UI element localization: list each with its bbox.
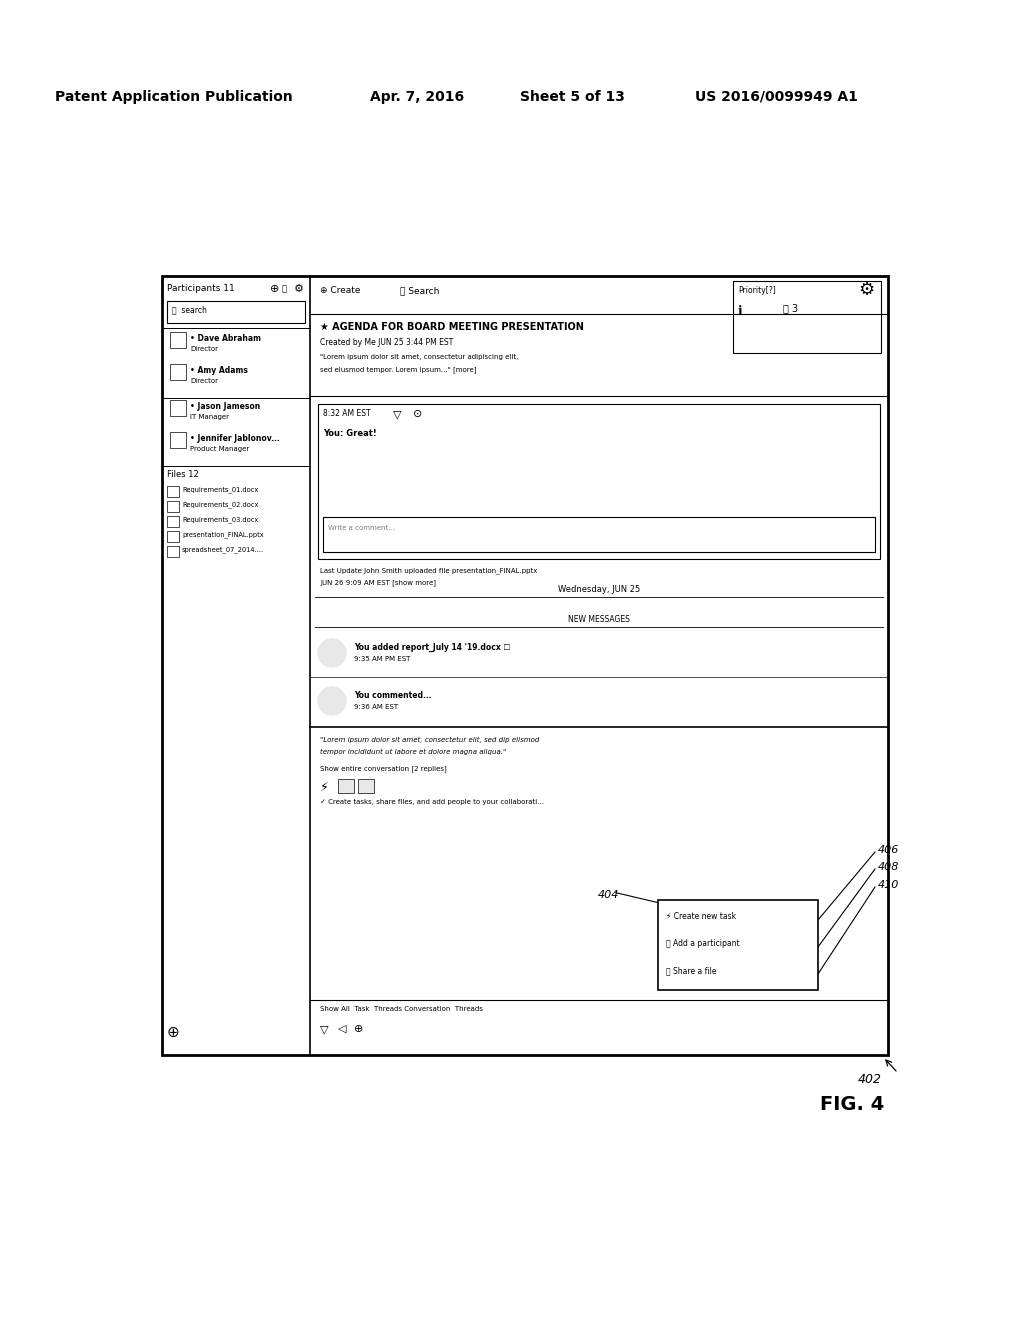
Text: "Lorem ipsum dolor sit amet, consectetur elit, sed dip elismod: "Lorem ipsum dolor sit amet, consectetur… (319, 737, 540, 743)
Text: Requirements_03.docx: Requirements_03.docx (182, 516, 258, 523)
Text: 🔍 Search: 🔍 Search (400, 286, 439, 294)
Text: • Amy Adams: • Amy Adams (190, 366, 248, 375)
Bar (318, 404, 880, 558)
Text: 402: 402 (858, 1073, 882, 1086)
Bar (167, 546, 179, 557)
Bar (338, 779, 354, 793)
Text: Created by Me JUN 25 3:44 PM EST: Created by Me JUN 25 3:44 PM EST (319, 338, 454, 347)
Text: FIG. 4: FIG. 4 (820, 1096, 885, 1114)
Text: ⊙: ⊙ (413, 409, 422, 418)
Text: Sheet 5 of 13: Sheet 5 of 13 (520, 90, 625, 104)
Text: 👤 Add a participant: 👤 Add a participant (666, 939, 739, 948)
Text: • Jason Jameson: • Jason Jameson (190, 403, 260, 411)
Bar (170, 400, 186, 416)
Text: presentation_FINAL.pptx: presentation_FINAL.pptx (182, 531, 263, 537)
Text: Product Manager: Product Manager (190, 446, 249, 451)
Text: Wednesday, JUN 25: Wednesday, JUN 25 (558, 585, 640, 594)
Text: You added report_July 14 '19.docx ☐: You added report_July 14 '19.docx ☐ (354, 643, 510, 652)
Text: JUN 26 9:09 AM EST [show more]: JUN 26 9:09 AM EST [show more] (319, 579, 436, 586)
Bar (658, 900, 818, 990)
Text: You commented...: You commented... (354, 690, 432, 700)
Text: ▽: ▽ (319, 1024, 329, 1034)
Text: ⊕: ⊕ (354, 1024, 364, 1034)
Text: 🔒: 🔒 (282, 284, 287, 293)
Text: • Dave Abraham: • Dave Abraham (190, 334, 261, 343)
Text: Priority[?]: Priority[?] (738, 286, 776, 294)
Text: Show entire conversation [2 replies]: Show entire conversation [2 replies] (319, 766, 446, 772)
Text: sed elusmod tempor. Lorem ipsum..." [more]: sed elusmod tempor. Lorem ipsum..." [mor… (319, 366, 476, 372)
Text: 404: 404 (598, 890, 620, 900)
Text: 9:35 AM PM EST: 9:35 AM PM EST (354, 656, 411, 663)
Text: 406: 406 (878, 845, 899, 855)
Text: 8:32 AM EST: 8:32 AM EST (323, 409, 371, 418)
Bar (167, 516, 179, 527)
Bar (170, 432, 186, 447)
Text: Requirements_02.docx: Requirements_02.docx (182, 502, 258, 508)
Circle shape (318, 686, 346, 715)
Text: Write a comment...: Write a comment... (328, 525, 395, 531)
Text: ★ AGENDA FOR BOARD MEETING PRESENTATION: ★ AGENDA FOR BOARD MEETING PRESENTATION (319, 322, 584, 333)
Text: Patent Application Publication: Patent Application Publication (55, 90, 293, 104)
Bar (167, 301, 305, 323)
Text: ◁: ◁ (338, 1024, 346, 1034)
Text: Last Update John Smith uploaded file presentation_FINAL.pptx: Last Update John Smith uploaded file pre… (319, 568, 538, 574)
Text: IT Manager: IT Manager (190, 414, 229, 420)
Text: ⚡: ⚡ (319, 781, 329, 795)
Text: "Lorem ipsum dolor sit amet, consectetur adipiscing elit,: "Lorem ipsum dolor sit amet, consectetur… (319, 354, 518, 360)
Text: ℹ: ℹ (738, 305, 742, 318)
Text: • Jennifer Jablonov...: • Jennifer Jablonov... (190, 434, 280, 444)
Bar (170, 364, 186, 380)
Bar (358, 779, 374, 793)
Bar (162, 276, 888, 1055)
Text: ⚡ Create new task: ⚡ Create new task (666, 912, 736, 921)
Text: 410: 410 (878, 880, 899, 890)
Bar (323, 517, 874, 552)
Text: ▽: ▽ (393, 409, 401, 418)
Bar (170, 333, 186, 348)
Bar (167, 486, 179, 498)
Text: 9:36 AM EST: 9:36 AM EST (354, 704, 398, 710)
Bar (167, 531, 179, 543)
Bar (733, 281, 881, 352)
Text: Show All  Task  Threads Conversation  Threads: Show All Task Threads Conversation Threa… (319, 1006, 483, 1012)
Text: Requirements_01.docx: Requirements_01.docx (182, 486, 258, 492)
Text: Director: Director (190, 378, 218, 384)
Text: Apr. 7, 2016: Apr. 7, 2016 (370, 90, 464, 104)
Text: You: Great!: You: Great! (323, 429, 377, 438)
Text: US 2016/0099949 A1: US 2016/0099949 A1 (695, 90, 858, 104)
Text: spreadsheet_07_2014....: spreadsheet_07_2014.... (182, 546, 264, 553)
Text: 408: 408 (878, 862, 899, 873)
Text: Files 12: Files 12 (167, 470, 199, 479)
Text: tempor incididunt ut labore et dolore magna aliqua.": tempor incididunt ut labore et dolore ma… (319, 748, 506, 755)
Text: ⊕: ⊕ (270, 284, 280, 294)
Text: ⊕ Create: ⊕ Create (319, 286, 360, 294)
Bar (324, 645, 340, 661)
Text: Participants 11: Participants 11 (167, 284, 234, 293)
Text: 🔍  search: 🔍 search (172, 305, 207, 314)
Text: ✓ Create tasks, share files, and add people to your collaborati...: ✓ Create tasks, share files, and add peo… (319, 799, 544, 805)
Text: ⊕: ⊕ (167, 1026, 180, 1040)
Text: ⚙: ⚙ (858, 281, 874, 300)
Text: 📋 Share a file: 📋 Share a file (666, 966, 717, 975)
Circle shape (318, 639, 346, 667)
Bar (167, 502, 179, 512)
Bar (324, 693, 340, 709)
Text: NEW MESSAGES: NEW MESSAGES (568, 615, 630, 624)
Text: Director: Director (190, 346, 218, 352)
Text: 🏷 3: 🏷 3 (783, 304, 798, 313)
Text: ⚙: ⚙ (294, 284, 304, 294)
